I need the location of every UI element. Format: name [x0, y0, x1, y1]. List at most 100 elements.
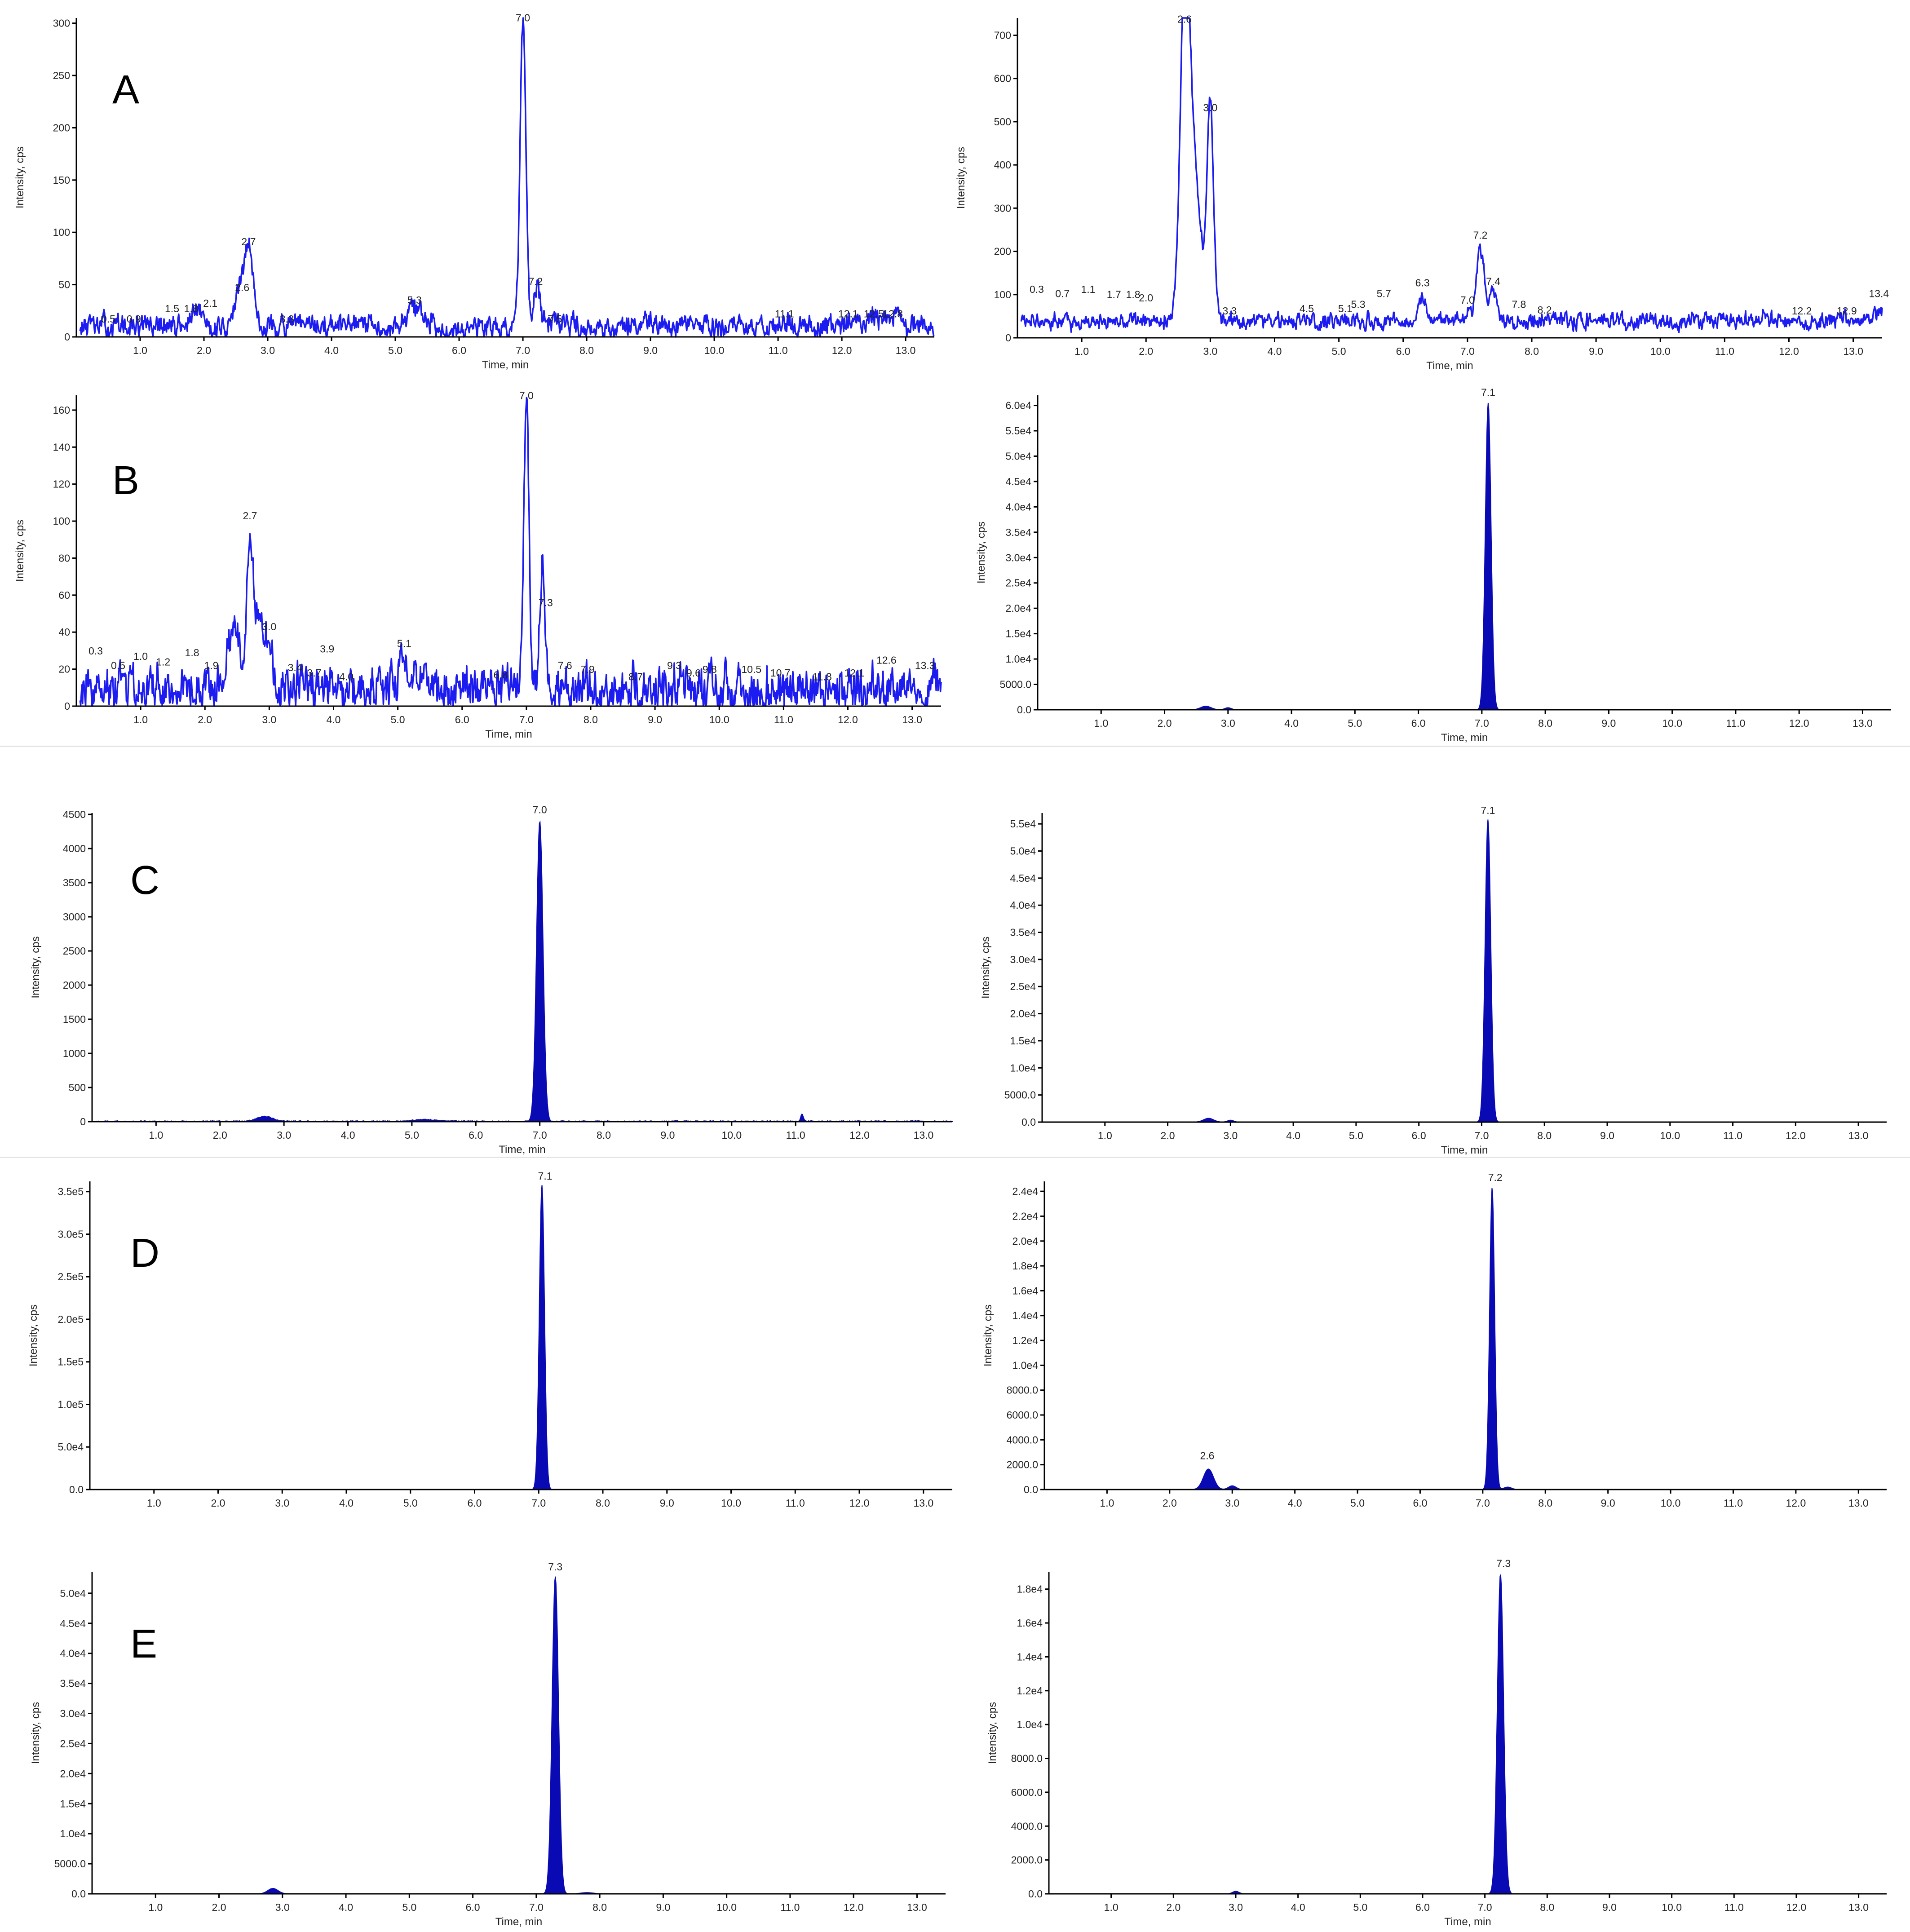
y-tick-label: 3.0e4	[60, 1708, 86, 1720]
y-tick-label: 2000	[63, 979, 86, 991]
peak-label: 0.3	[88, 645, 103, 657]
chart-svg: 0 500 1000 1500 2000 2500 3000 3500 4000 4500 1.0 2…	[30, 804, 953, 1156]
x-tick-label: 1.0	[1098, 1130, 1112, 1141]
y-tick-label: 4000.0	[1007, 1434, 1038, 1446]
peak-label: 3.3	[280, 313, 294, 325]
chromatogram-panel-d-left: 0.0 5.0e4 1.0e5 1.5e5 2.0e5 2.5e5 3.0e5 3.5e5 1.…	[0, 1159, 961, 1532]
y-tick-label: 2.0e4	[1012, 1235, 1038, 1247]
y-axis-title: Intensity, cps	[986, 1702, 999, 1764]
x-tick-label: 4.0	[1284, 717, 1299, 729]
y-tick-label: 4000.0	[1011, 1820, 1043, 1832]
x-tick-label: 9.0	[648, 714, 662, 725]
chart-svg: 0 100 200 300 400 500 600 700 1.0 2.0 3.0 4.0 5.0 6.0…	[955, 13, 1889, 372]
x-tick-label: 13.0	[913, 1497, 933, 1509]
y-tick-label: 1.5e4	[60, 1798, 86, 1809]
x-tick-label: 7.0	[519, 714, 534, 725]
peak-label: 13.3	[915, 660, 935, 672]
y-tick-label: 300	[994, 202, 1011, 214]
x-tick-label: 9.0	[1601, 1497, 1615, 1509]
peak-label: 1.5	[165, 303, 179, 314]
chromatogram-trace	[79, 397, 942, 707]
chromatogram-trace	[1086, 1574, 1887, 1894]
y-tick-label: 20	[58, 663, 70, 675]
x-tick-label: 12.0	[1786, 1901, 1807, 1913]
chromatogram-panel-c-right: 0.0 5000.0 1.0e4 1.5e4 2.0e4 2.5e4 3.0e4 3.5e4 4…	[948, 791, 1910, 1159]
peak-label: 3.4	[288, 662, 302, 673]
x-tick-label: 13.0	[896, 345, 916, 356]
x-tick-label: 2.0	[213, 1129, 227, 1141]
y-tick-label: 5.0e4	[1010, 845, 1036, 857]
x-axis-title: Time, min	[1444, 1916, 1491, 1928]
peak-label: 3.7	[307, 667, 322, 679]
y-tick-label: 120	[53, 478, 70, 490]
y-tick-label: 2.0e5	[57, 1313, 84, 1325]
y-tick-label: 100	[53, 226, 70, 238]
y-tick-label: 4.0e4	[1005, 501, 1031, 513]
x-tick-label: 3.0	[1229, 1901, 1243, 1913]
x-axis-title: Time, min	[482, 359, 529, 371]
x-tick-label: 12.0	[849, 1497, 870, 1509]
y-tick-label: 2.5e4	[1010, 981, 1036, 992]
x-tick-label: 6.0	[1415, 1901, 1430, 1913]
peak-label: 5.1	[1338, 303, 1353, 314]
x-tick-label: 4.0	[324, 345, 339, 356]
y-tick-label: 4500	[63, 809, 86, 820]
x-axis-title: Time, min	[1441, 1144, 1488, 1156]
peak-label: 0.5	[101, 313, 115, 325]
x-tick-label: 7.0	[529, 1901, 544, 1913]
peak-label: 3.0	[262, 621, 276, 632]
panel-letter: B	[112, 458, 139, 503]
x-tick-label: 10.0	[709, 714, 730, 725]
x-tick-label: 2.0	[1158, 717, 1172, 729]
x-tick-label: 13.0	[1843, 345, 1863, 357]
y-tick-label: 3500	[63, 877, 86, 889]
peak-label: 0.5	[111, 660, 125, 672]
y-tick-label: 1.5e4	[1010, 1035, 1036, 1047]
row-divider	[0, 746, 1910, 747]
y-tick-label: 3.5e5	[57, 1186, 84, 1198]
x-tick-label: 9.0	[656, 1901, 670, 1913]
peak-label: 1.2	[156, 656, 170, 668]
y-tick-label: 6000.0	[1011, 1786, 1043, 1798]
x-axis-title: Time, min	[495, 1916, 542, 1928]
x-tick-label: 11.0	[786, 1497, 805, 1509]
peak-label: 1.0	[133, 650, 148, 662]
peak-label: 12.1	[844, 667, 864, 679]
x-tick-label: 6.0	[466, 1901, 480, 1913]
panel-letter: A	[112, 67, 139, 112]
peak-label: 3.0	[1203, 102, 1217, 114]
x-tick-label: 9.0	[1589, 345, 1603, 357]
y-tick-label: 5000.0	[54, 1858, 86, 1870]
y-tick-label: 2.0e4	[60, 1768, 86, 1779]
y-tick-label: 500	[994, 116, 1011, 128]
panel-letter: C	[130, 858, 159, 903]
x-tick-label: 6.0	[1413, 1497, 1427, 1509]
x-tick-label: 8.0	[1537, 1130, 1552, 1141]
y-tick-label: 5.0e4	[1005, 450, 1031, 462]
peak-label: 7.0	[1460, 294, 1475, 306]
x-tick-label: 8.0	[592, 1901, 607, 1913]
x-tick-label: 10.0	[1650, 345, 1671, 357]
panel-letter: E	[130, 1622, 157, 1667]
y-tick-label: 1.8e4	[1012, 1260, 1038, 1272]
peak-label: 2.7	[243, 510, 257, 522]
y-tick-label: 2.2e4	[1012, 1210, 1038, 1222]
x-tick-label: 5.0	[391, 714, 405, 725]
chromatogram-trace	[1082, 1188, 1887, 1490]
peak-label: 12.5	[864, 308, 884, 319]
y-tick-label: 1.0e4	[60, 1828, 86, 1839]
x-tick-label: 3.0	[1203, 345, 1217, 357]
y-tick-label: 2.4e4	[1012, 1185, 1038, 1197]
y-axis-title: Intensity, cps	[982, 1304, 994, 1366]
peak-label: 7.1	[538, 1170, 553, 1182]
peak-label: 4.0	[339, 671, 354, 682]
peak-label: 5.1	[397, 637, 411, 649]
y-axis-title: Intensity, cps	[30, 936, 42, 998]
x-tick-label: 10.0	[716, 1901, 737, 1913]
chart-svg: 0.0 5000.0 1.0e4 1.5e4 2.0e4 2.5e4 3.0e4 3.5e4 4…	[975, 387, 1891, 744]
x-tick-label: 5.0	[388, 345, 402, 356]
x-tick-label: 3.0	[1221, 717, 1235, 729]
x-tick-label: 11.0	[774, 714, 793, 725]
peak-label: 7.0	[533, 804, 547, 816]
y-tick-label: 5000.0	[1000, 679, 1031, 690]
